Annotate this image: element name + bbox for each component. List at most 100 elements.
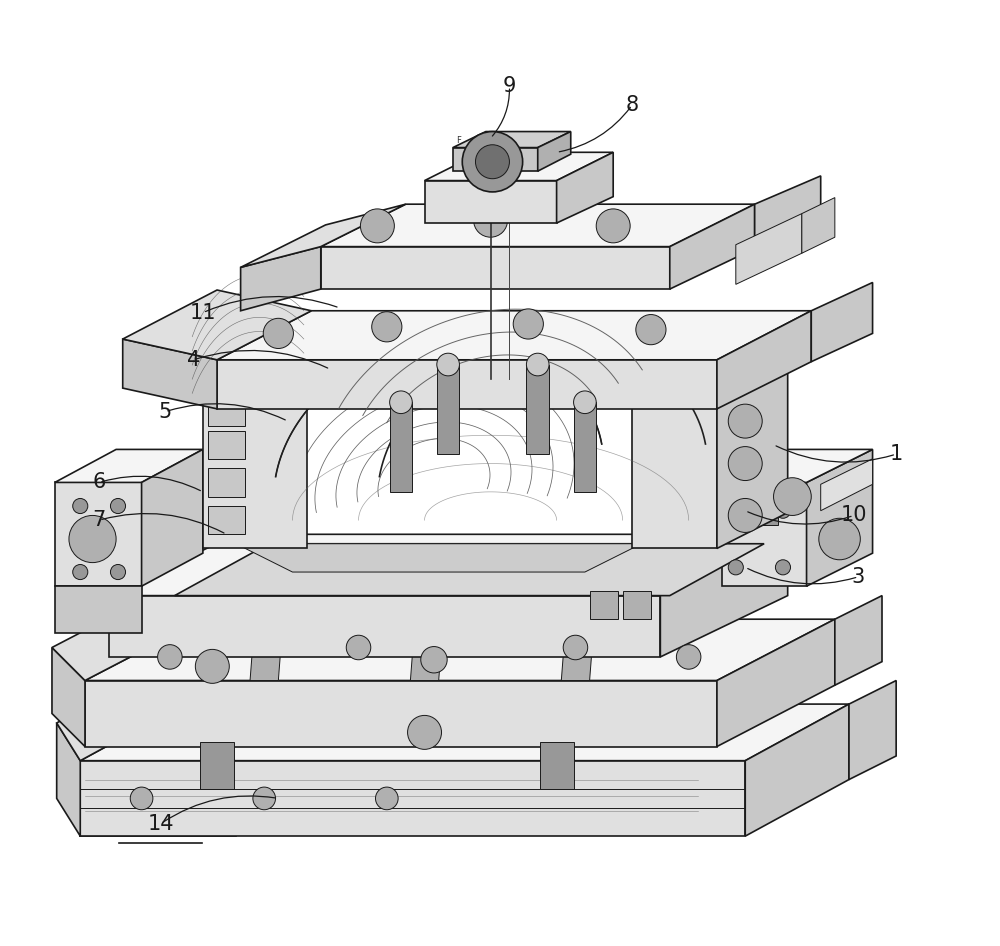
Text: 11: 11 [190,303,216,323]
Circle shape [158,644,182,669]
Polygon shape [755,176,821,249]
Polygon shape [208,430,245,459]
Polygon shape [217,311,811,359]
Polygon shape [807,449,873,587]
Polygon shape [321,247,670,289]
Circle shape [130,787,153,810]
Polygon shape [745,704,849,836]
Polygon shape [57,666,184,761]
Polygon shape [390,402,412,492]
Polygon shape [236,544,641,572]
Polygon shape [722,449,873,482]
Text: 8: 8 [625,96,639,115]
Polygon shape [55,449,203,482]
Circle shape [728,499,762,533]
Polygon shape [632,388,717,549]
Circle shape [408,715,442,749]
Polygon shape [574,402,596,492]
Text: 7: 7 [93,510,106,530]
Polygon shape [745,497,778,525]
Circle shape [110,565,126,580]
Polygon shape [208,397,245,426]
Text: 10: 10 [840,505,867,525]
Polygon shape [123,290,311,359]
Polygon shape [217,359,717,409]
Circle shape [437,353,459,376]
Polygon shape [540,742,574,789]
Polygon shape [590,591,618,620]
Polygon shape [670,204,755,289]
Circle shape [526,353,549,376]
Circle shape [263,318,293,348]
Circle shape [375,787,398,810]
Polygon shape [538,131,571,171]
Polygon shape [425,181,557,223]
Polygon shape [717,620,835,746]
Circle shape [774,478,811,516]
Polygon shape [453,131,571,148]
Text: F: F [456,136,461,146]
Text: 14: 14 [147,814,174,833]
Circle shape [253,787,276,810]
Circle shape [372,312,402,342]
Polygon shape [250,620,283,680]
Polygon shape [410,620,443,680]
Polygon shape [835,596,882,685]
Circle shape [513,309,543,339]
Polygon shape [123,339,217,409]
Circle shape [728,560,743,575]
Polygon shape [849,680,896,780]
Circle shape [346,635,371,659]
Text: 3: 3 [852,567,865,587]
Circle shape [195,649,229,683]
Polygon shape [203,388,307,549]
Circle shape [69,516,116,563]
Polygon shape [203,355,368,388]
Polygon shape [717,352,788,549]
Text: 9: 9 [503,77,516,96]
Polygon shape [660,534,788,657]
Circle shape [574,391,596,413]
Circle shape [73,565,88,580]
Polygon shape [722,482,807,587]
Circle shape [728,503,743,518]
Circle shape [474,203,508,237]
Polygon shape [52,587,203,680]
Circle shape [475,145,509,179]
Polygon shape [321,204,755,247]
Polygon shape [241,247,321,311]
Polygon shape [561,620,594,680]
Polygon shape [109,596,660,657]
Text: 6: 6 [92,472,106,493]
Circle shape [563,635,588,659]
Polygon shape [55,587,142,634]
Text: 4: 4 [187,350,200,370]
Circle shape [73,499,88,514]
Polygon shape [142,449,203,587]
Polygon shape [208,468,245,497]
Polygon shape [453,148,538,171]
Text: 1: 1 [890,444,903,464]
Polygon shape [80,704,849,761]
Polygon shape [557,152,613,223]
Circle shape [596,209,630,243]
Polygon shape [736,214,802,285]
Polygon shape [52,647,85,746]
Circle shape [775,503,791,518]
Polygon shape [437,364,459,454]
Polygon shape [55,482,142,587]
Polygon shape [526,364,549,454]
Polygon shape [80,761,236,836]
Circle shape [728,404,762,438]
Polygon shape [57,723,80,836]
Polygon shape [717,311,811,409]
Circle shape [110,499,126,514]
Circle shape [421,646,447,673]
Polygon shape [241,204,406,268]
Polygon shape [821,459,873,511]
Circle shape [775,560,791,575]
Polygon shape [623,591,651,620]
Polygon shape [85,680,717,746]
Polygon shape [109,534,788,596]
Polygon shape [80,761,745,836]
